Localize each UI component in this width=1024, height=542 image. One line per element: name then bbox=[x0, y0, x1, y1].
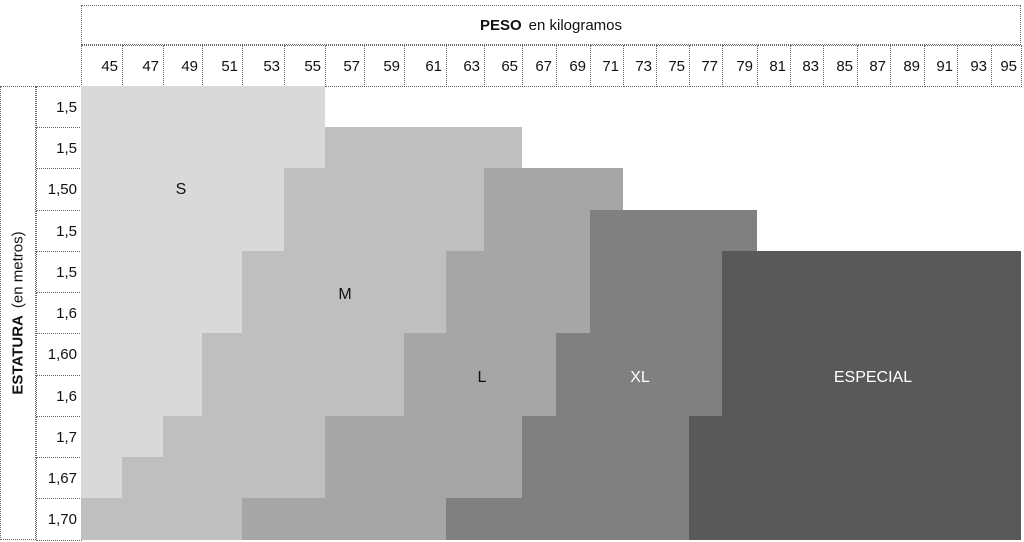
size-region-m bbox=[122, 457, 325, 498]
size-region-m bbox=[242, 292, 446, 333]
size-region-m bbox=[325, 127, 522, 168]
size-region-xl bbox=[446, 498, 689, 540]
height-row-header: 1,5 bbox=[36, 127, 82, 169]
size-region-s bbox=[81, 292, 242, 333]
size-region-l bbox=[242, 498, 446, 540]
height-row-header: 1,6 bbox=[36, 375, 82, 417]
height-row-header: 1,70 bbox=[36, 498, 82, 541]
size-label-s: S bbox=[175, 181, 187, 198]
size-region-e bbox=[689, 457, 1021, 498]
weight-column-header: 69 bbox=[556, 45, 591, 87]
size-region-s bbox=[81, 210, 284, 251]
weight-column-header: 87 bbox=[857, 45, 891, 87]
weight-column-header: 47 bbox=[122, 45, 164, 87]
size-region-xl bbox=[522, 416, 689, 457]
height-row-header: 1,5 bbox=[36, 210, 82, 252]
size-region-s bbox=[81, 457, 122, 498]
size-region-l bbox=[404, 375, 556, 416]
size-region-m bbox=[284, 168, 484, 210]
size-region-m bbox=[202, 375, 404, 416]
size-region-m bbox=[81, 498, 242, 540]
height-row-header: 1,7 bbox=[36, 416, 82, 458]
size-region-s bbox=[81, 333, 202, 375]
size-label-xl: XL bbox=[630, 369, 650, 386]
size-region-s bbox=[81, 251, 242, 292]
height-unit: (en metros) bbox=[9, 231, 27, 309]
size-region-m bbox=[163, 416, 325, 457]
weight-column-header: 83 bbox=[790, 45, 824, 87]
height-header: ESTATURA (en metros) bbox=[0, 86, 36, 540]
size-region-l bbox=[325, 457, 522, 498]
size-region-l bbox=[484, 168, 623, 210]
weight-column-header: 95 bbox=[991, 45, 1022, 87]
size-region-e bbox=[722, 375, 1021, 416]
size-region-xl bbox=[522, 457, 689, 498]
size-region-s bbox=[81, 168, 284, 210]
height-row-header: 1,67 bbox=[36, 457, 82, 499]
weight-column-header: 91 bbox=[924, 45, 958, 87]
size-region-l bbox=[484, 210, 590, 251]
size-label-e: ESPECIAL bbox=[833, 369, 913, 386]
size-label-m: M bbox=[338, 286, 352, 303]
size-region-s bbox=[81, 375, 202, 416]
size-region-xl bbox=[590, 251, 722, 292]
size-region-e bbox=[689, 416, 1021, 457]
size-region-l bbox=[325, 416, 522, 457]
size-region-xl bbox=[556, 333, 722, 375]
weight-column-header: 49 bbox=[163, 45, 203, 87]
size-region-l bbox=[446, 292, 590, 333]
size-region-e bbox=[722, 292, 1021, 333]
size-region-s bbox=[81, 127, 325, 168]
weight-column-header: 93 bbox=[957, 45, 992, 87]
weight-header: PESO en kilogramos bbox=[81, 5, 1021, 45]
height-row-header: 1,6 bbox=[36, 292, 82, 334]
size-region-m bbox=[242, 251, 446, 292]
height-row-header: 1,60 bbox=[36, 333, 82, 376]
weight-column-header: 89 bbox=[890, 45, 925, 87]
size-region-e bbox=[689, 498, 1021, 540]
weight-column-header: 71 bbox=[590, 45, 624, 87]
size-region-l bbox=[404, 333, 556, 375]
weight-column-header: 65 bbox=[484, 45, 523, 87]
size-region-xl bbox=[590, 210, 757, 251]
weight-column-header: 73 bbox=[623, 45, 657, 87]
height-row-header: 1,5 bbox=[36, 251, 82, 293]
weight-column-header: 61 bbox=[404, 45, 447, 87]
weight-column-header: 81 bbox=[757, 45, 791, 87]
size-region-e bbox=[722, 251, 1021, 292]
height-row-header: 1,50 bbox=[36, 168, 82, 211]
weight-title: PESO bbox=[479, 16, 522, 34]
weight-column-header: 51 bbox=[202, 45, 243, 87]
weight-column-header: 77 bbox=[689, 45, 723, 87]
weight-column-header: 67 bbox=[522, 45, 557, 87]
weight-column-header: 45 bbox=[81, 45, 123, 87]
weight-column-header: 75 bbox=[656, 45, 690, 87]
weight-unit: en kilogramos bbox=[528, 16, 623, 34]
size-region-m bbox=[284, 210, 484, 251]
size-region-e bbox=[722, 333, 1021, 375]
size-region-xl bbox=[590, 292, 722, 333]
weight-column-header: 85 bbox=[823, 45, 858, 87]
size-region-m bbox=[202, 333, 404, 375]
weight-column-header: 79 bbox=[722, 45, 758, 87]
weight-column-header: 63 bbox=[446, 45, 485, 87]
weight-column-header: 57 bbox=[325, 45, 365, 87]
size-region-xl bbox=[556, 375, 722, 416]
size-label-l: L bbox=[477, 369, 487, 386]
height-title: ESTATURA bbox=[9, 315, 27, 395]
size-region-s bbox=[81, 416, 163, 457]
weight-column-header: 55 bbox=[284, 45, 326, 87]
size-region-l bbox=[446, 251, 590, 292]
weight-column-header: 53 bbox=[242, 45, 285, 87]
size-region-s bbox=[81, 86, 325, 127]
weight-column-header: 59 bbox=[364, 45, 405, 87]
height-row-header: 1,5 bbox=[36, 86, 82, 128]
